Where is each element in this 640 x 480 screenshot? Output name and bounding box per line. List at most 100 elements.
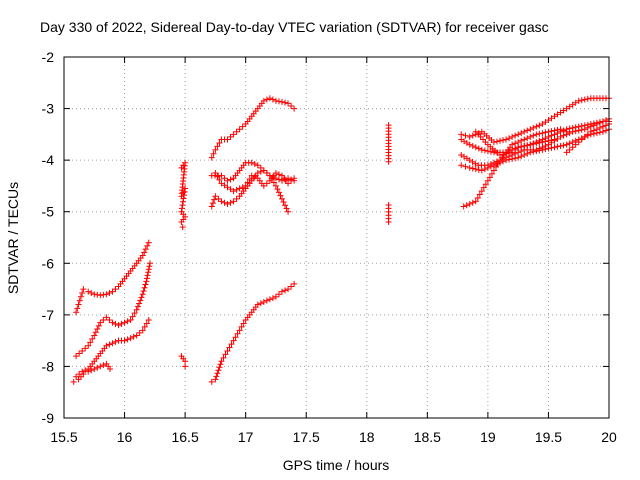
data-point: [91, 366, 98, 373]
data-point-fill: [82, 345, 89, 352]
data-point-fill: [554, 111, 561, 118]
data-point-fill: [533, 140, 540, 147]
data-point-fill: [596, 119, 603, 126]
data-point: [285, 208, 292, 215]
data-point-fill: [469, 199, 476, 206]
data-point: [533, 131, 540, 138]
data-point-fill: [94, 364, 101, 371]
data-point-fill: [226, 344, 233, 351]
data-point-fill: [269, 96, 276, 103]
data-point: [557, 133, 564, 140]
data-point: [279, 288, 285, 295]
data-point-fill: [282, 287, 289, 294]
data-point-fill: [575, 127, 582, 134]
data-point: [484, 177, 491, 184]
y-tick-label: -9: [42, 410, 55, 426]
series-arc-e1: [458, 95, 612, 146]
data-point-fill: [87, 339, 94, 346]
data-point: [551, 113, 558, 120]
data-point-fill: [214, 370, 221, 377]
data-point: [109, 340, 116, 347]
data-point-fill: [227, 133, 234, 140]
data-point: [127, 317, 134, 324]
data-point-fill: [578, 126, 585, 133]
data-point-fill: [530, 141, 537, 148]
data-point-fill: [100, 362, 107, 369]
series-arc-b2: [178, 353, 189, 370]
x-tick-label: 16: [117, 429, 133, 445]
data-point-fill: [475, 130, 482, 137]
data-point-fill: [463, 155, 470, 162]
data-point: [212, 170, 219, 177]
data-point-fill: [238, 323, 245, 330]
data-point-fill: [118, 337, 125, 344]
data-point-fill: [129, 313, 136, 320]
data-point-fill: [270, 179, 277, 186]
series-arc-c1: [208, 95, 298, 161]
data-point: [224, 177, 231, 184]
data-point: [539, 146, 546, 153]
data-point-fill: [506, 156, 513, 163]
y-tick-label: -4: [42, 152, 55, 168]
data-point: [581, 133, 588, 140]
data-point: [539, 121, 546, 128]
data-point-fill: [488, 137, 495, 144]
data-point: [279, 98, 285, 105]
x-tick-label: 15.5: [50, 429, 77, 445]
data-point: [133, 332, 140, 339]
data-point-fill: [142, 281, 149, 288]
data-point: [545, 128, 552, 135]
data-point: [260, 298, 267, 305]
data-point-fill: [584, 131, 591, 138]
data-point: [182, 363, 189, 370]
data-point-fill: [548, 128, 555, 135]
data-point-fill: [221, 175, 228, 182]
data-point-fill: [524, 135, 531, 142]
data-point-fill: [524, 150, 531, 157]
data-point-fill: [494, 149, 501, 156]
data-point-fill: [509, 155, 516, 162]
data-point-fill: [112, 286, 119, 293]
data-point-fill: [216, 176, 223, 183]
data-point-fill: [209, 200, 216, 207]
data-point: [527, 149, 534, 156]
data-point-fill: [240, 188, 247, 195]
data-point: [115, 322, 122, 329]
data-point-fill: [221, 136, 228, 143]
data-point: [478, 167, 485, 174]
data-point-fill: [551, 127, 558, 134]
data-point: [212, 146, 219, 153]
data-point-fill: [280, 199, 287, 206]
data-point-fill: [566, 146, 573, 153]
data-point-fill: [484, 164, 491, 171]
y-tick-label: -3: [42, 101, 55, 117]
data-point-fill: [101, 345, 108, 352]
data-point: [230, 198, 237, 205]
data-point-fill: [233, 128, 240, 135]
data-point-fill: [227, 199, 234, 206]
data-point-fill: [548, 115, 555, 122]
data-point: [466, 133, 473, 140]
data-point-fill: [215, 172, 222, 179]
data-point-fill: [548, 144, 555, 151]
x-tick-label: 19.5: [535, 429, 562, 445]
data-point-fill: [217, 361, 224, 368]
data-point: [472, 198, 479, 205]
data-point-fill: [472, 166, 479, 173]
data-point-fill: [578, 136, 585, 143]
data-point-fill: [143, 320, 150, 327]
data-point: [103, 314, 110, 321]
data-point-fill: [119, 278, 126, 285]
x-tick-label: 19: [480, 429, 496, 445]
data-point-fill: [89, 360, 96, 367]
data-point-fill: [554, 135, 561, 142]
series-arc-c4: [212, 170, 298, 195]
data-point-fill: [221, 199, 228, 206]
data-point-fill: [144, 242, 151, 249]
data-point: [291, 105, 298, 112]
data-point: [77, 293, 84, 300]
data-point-fill: [484, 148, 491, 155]
data-point-fill: [283, 205, 290, 212]
data-point: [218, 180, 225, 187]
